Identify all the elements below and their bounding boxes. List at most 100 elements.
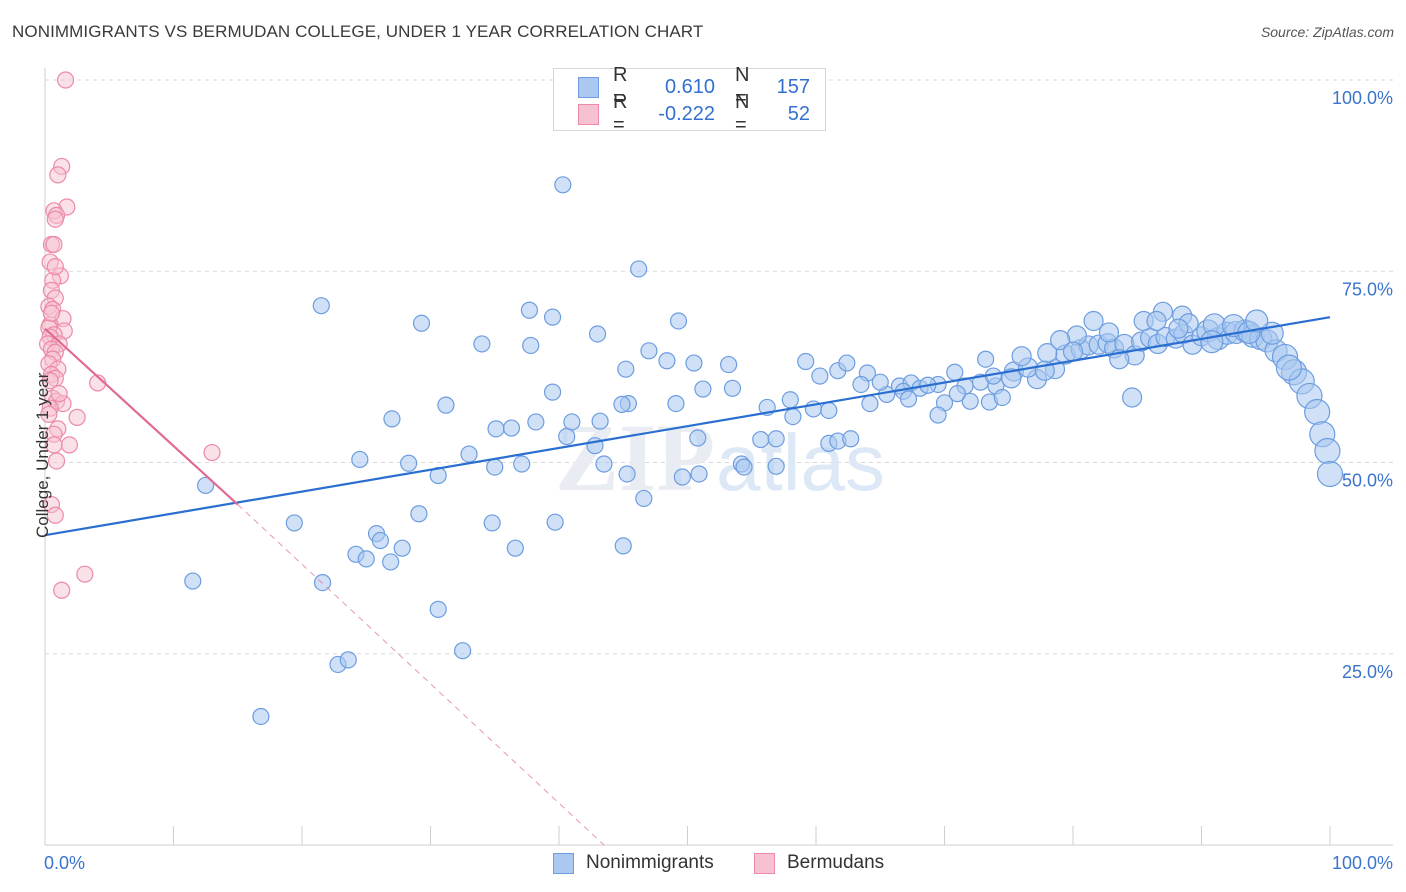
point-bermudans [40,405,58,423]
point-nonimmigrants [460,445,478,463]
point-nonimmigrants [351,450,369,469]
point-nonimmigrants [400,454,418,472]
point-nonimmigrants [852,375,870,394]
point-nonimmigrants [197,476,215,495]
point-nonimmigrants [429,600,447,618]
legend-item-bermudans[interactable]: Bermudans [754,852,884,874]
point-nonimmigrants [1122,387,1143,408]
point-nonimmigrants [543,383,562,401]
n-label: N = [735,91,750,136]
y-tick-label: 50.0% [1342,471,1393,491]
y-tick-label: 100.0% [1332,88,1393,108]
point-nonimmigrants [1011,346,1032,367]
r-label: R = [613,91,628,136]
point-nonimmigrants [694,380,712,398]
point-nonimmigrants [412,314,431,332]
r-value: -0.222 [658,102,715,125]
point-nonimmigrants [313,574,332,592]
point-nonimmigrants [767,457,785,475]
point-nonimmigrants [871,373,889,391]
legend-label: Bermudans [787,852,885,873]
point-bermudans [50,385,68,403]
point-bermudans [42,304,61,322]
legend-item-nonimmigrants[interactable]: Nonimmigrants [553,852,714,874]
trend-lines [44,316,1331,846]
point-nonimmigrants [613,395,631,413]
point-nonimmigrants [487,420,505,438]
point-nonimmigrants [797,352,815,371]
point-nonimmigrants [752,430,770,449]
n-value: 52 [787,102,810,125]
point-nonimmigrants [811,367,829,385]
point-nonimmigrants [591,412,609,430]
point-nonimmigrants [437,396,455,414]
point-nonimmigrants [948,385,966,403]
point-nonimmigrants [861,394,879,413]
point-nonimmigrants [842,430,860,448]
point-nonimmigrants [473,335,491,353]
legend-swatch-blue [553,852,574,874]
point-nonimmigrants [630,260,648,278]
point-bermudans [76,565,94,583]
point-nonimmigrants [690,465,708,483]
legend-row-bermudans: R = -0.222 N = 52 [578,91,810,136]
point-nonimmigrants [838,354,856,372]
point-nonimmigrants [820,401,838,420]
point-nonimmigrants [252,707,270,726]
point-nonimmigrants [371,531,389,550]
point-nonimmigrants [558,427,576,446]
point-nonimmigrants [546,513,564,531]
trend-line-bermudans [44,327,239,506]
point-nonimmigrants [689,429,707,447]
point-nonimmigrants [781,391,799,409]
point-nonimmigrants [993,388,1011,407]
point-nonimmigrants [720,355,738,374]
series-bermudans [38,71,221,599]
r-label: R = [613,64,628,109]
legend-series: Nonimmigrants Bermudans [0,852,1406,876]
point-nonimmigrants [312,297,330,315]
point-nonimmigrants [357,550,375,568]
point-bermudans [53,581,71,599]
point-nonimmigrants [977,350,995,368]
point-nonimmigrants [506,539,524,557]
legend-stats: R = 0.610 N = 157 R = -0.222 N = 52 [553,64,826,136]
point-nonimmigrants [673,468,691,486]
point-nonimmigrants [1275,354,1302,381]
y-axis-label: College, Under 1 year [33,372,52,538]
trend-line-bermudans-extension [237,504,605,846]
point-nonimmigrants [595,455,613,473]
point-nonimmigrants [513,455,531,473]
point-nonimmigrants [486,458,504,476]
r-value: 0.610 [664,75,715,98]
point-nonimmigrants [285,514,303,532]
point-nonimmigrants [1083,310,1104,332]
point-nonimmigrants [543,308,562,326]
point-nonimmigrants [1245,309,1269,333]
x-tick-label-min: 0.0% [44,853,85,873]
chart-title: NONIMMIGRANTS VS BERMUDAN COLLEGE, UNDER… [12,22,704,41]
legend-swatch-pink [754,852,775,874]
point-nonimmigrants [1316,460,1344,488]
point-nonimmigrants [946,363,964,381]
point-nonimmigrants [635,489,653,508]
point-nonimmigrants [667,394,685,413]
point-bermudans [56,71,75,89]
point-nonimmigrants [588,325,607,343]
point-nonimmigrants [640,342,658,360]
point-nonimmigrants [1001,368,1022,389]
y-tick-label: 25.0% [1342,662,1393,682]
legend-swatch-pink [578,103,599,125]
legend-label: Nonimmigrants [586,852,714,873]
point-nonimmigrants [1314,437,1341,465]
point-nonimmigrants [784,408,802,426]
point-nonimmigrants [527,413,545,431]
point-nonimmigrants [383,410,401,428]
point-nonimmigrants [339,651,357,669]
point-nonimmigrants [522,336,540,355]
point-nonimmigrants [1050,330,1071,351]
point-nonimmigrants [669,312,688,330]
point-nonimmigrants [520,301,539,319]
point-bermudans [203,443,221,462]
